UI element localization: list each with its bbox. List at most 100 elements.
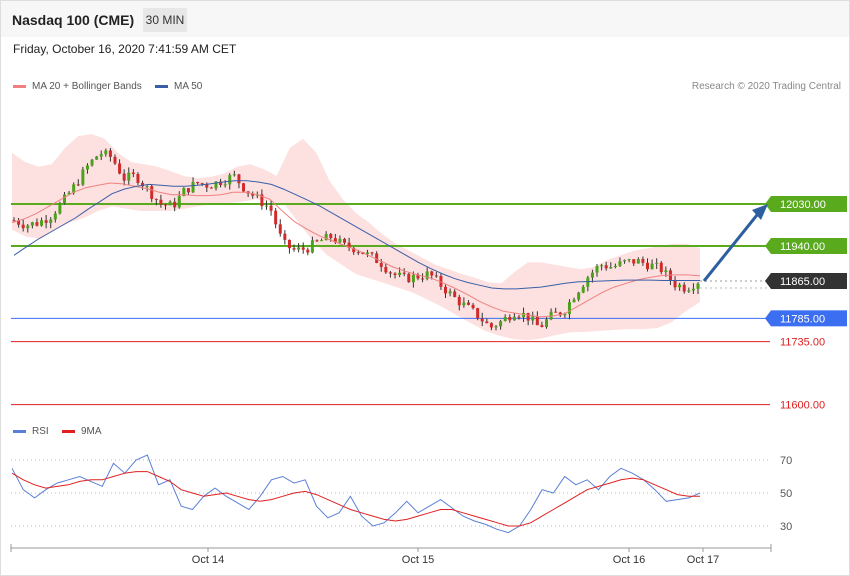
candle-body (595, 266, 599, 273)
candle-body (223, 184, 227, 186)
candle-body (17, 220, 21, 225)
ma50-label: MA 50 (174, 81, 203, 92)
candle-body (264, 205, 268, 207)
timeframe-badge[interactable]: 30 MIN (143, 8, 187, 32)
candle-body (214, 181, 218, 189)
candle-body (356, 252, 360, 254)
candle-body (76, 184, 80, 186)
level-label-11865.00: 11865.00 (780, 276, 825, 288)
candle-body (365, 252, 369, 255)
x-tick-label-Oct 16: Oct 16 (613, 554, 645, 566)
candle-body (44, 220, 48, 223)
candle-body (21, 224, 25, 229)
candle-body (219, 181, 223, 186)
candle-body (168, 201, 172, 206)
candle-body (62, 194, 66, 204)
candle-body (269, 205, 273, 211)
candle-body (567, 302, 571, 315)
candle-body (315, 240, 319, 242)
candle-body (687, 290, 691, 292)
candle-body (118, 163, 122, 174)
candle-body (526, 312, 530, 321)
candle-body (430, 271, 434, 276)
candle-body (49, 219, 53, 223)
credit-text: Research © 2020 Trading Central (691, 81, 841, 92)
candle-body (283, 233, 287, 240)
candle-body (26, 225, 30, 229)
ma50-line (13, 180, 700, 290)
candle-body (402, 272, 406, 274)
candle-body (58, 203, 62, 214)
candle-body (623, 260, 627, 262)
candle-body (209, 187, 213, 189)
candle-body (590, 272, 594, 278)
instrument-title: Nasdaq 100 (CME) (12, 12, 135, 28)
rsi-line (11, 454, 701, 534)
ma50-swatch (155, 85, 168, 88)
candle-body (324, 234, 328, 241)
legend-ma9: 9MA (62, 426, 102, 437)
projection-arrow-head (752, 204, 768, 220)
candle-body (508, 317, 512, 321)
candle-body (545, 319, 549, 328)
candle-body (577, 292, 581, 300)
candle-body (242, 183, 246, 192)
candle-body (512, 316, 516, 321)
candle-body (398, 272, 402, 275)
candle-body (292, 248, 296, 250)
ma9-swatch (62, 430, 75, 433)
candle-body (600, 265, 604, 267)
candle-body (127, 172, 131, 181)
candle-body (343, 238, 347, 243)
candle-body (287, 239, 291, 249)
candle-body (659, 262, 663, 273)
candle-body (177, 196, 181, 208)
projection-arrow-line (702, 214, 759, 282)
candle-body (131, 172, 135, 174)
candle-body (163, 204, 167, 206)
candle-body (572, 299, 576, 303)
candle-body (72, 184, 76, 193)
candle-body (641, 259, 645, 263)
candle-body (682, 284, 686, 292)
level-tag-arrow-11940.00 (765, 238, 771, 254)
level-label-11735.00: 11735.00 (780, 337, 825, 349)
candle-body (379, 263, 383, 267)
candle-body (53, 213, 57, 220)
candle-body (558, 312, 562, 316)
level-tag-11865.00 (771, 273, 847, 289)
candle-body (448, 291, 452, 294)
candle-body (531, 316, 535, 321)
candle-body (99, 154, 103, 157)
candle-body (95, 156, 99, 160)
candle-body (260, 194, 264, 206)
candle-body (581, 286, 585, 293)
level-tag-11940.00 (771, 238, 847, 254)
legend-ma20: MA 20 + Bollinger Bands (13, 81, 142, 92)
candle-body (186, 188, 190, 193)
candle-body (618, 261, 622, 266)
candle-body (90, 159, 94, 166)
candle-body (444, 286, 448, 294)
candle-body (301, 247, 305, 250)
candle-body (650, 263, 654, 270)
candle-body (453, 291, 457, 297)
level-label-11600.00: 11600.00 (780, 400, 825, 412)
candle-body (191, 182, 195, 193)
candle-body (462, 302, 466, 306)
candle-body (489, 323, 493, 328)
candle-body (310, 240, 314, 253)
candle-body (150, 186, 154, 199)
candle-body (480, 318, 484, 322)
ma20-line (11, 182, 701, 318)
level-tag-arrow-11785.00 (765, 310, 771, 327)
candle-body (609, 267, 613, 269)
candle-body (113, 156, 117, 164)
candle-body (352, 247, 356, 253)
candle-body (205, 184, 209, 188)
level-tag-arrow-11865.00 (765, 273, 771, 289)
ma20-swatch (13, 85, 26, 88)
candle-body (154, 198, 158, 200)
candle-body (274, 210, 278, 225)
candle-body (278, 224, 282, 234)
